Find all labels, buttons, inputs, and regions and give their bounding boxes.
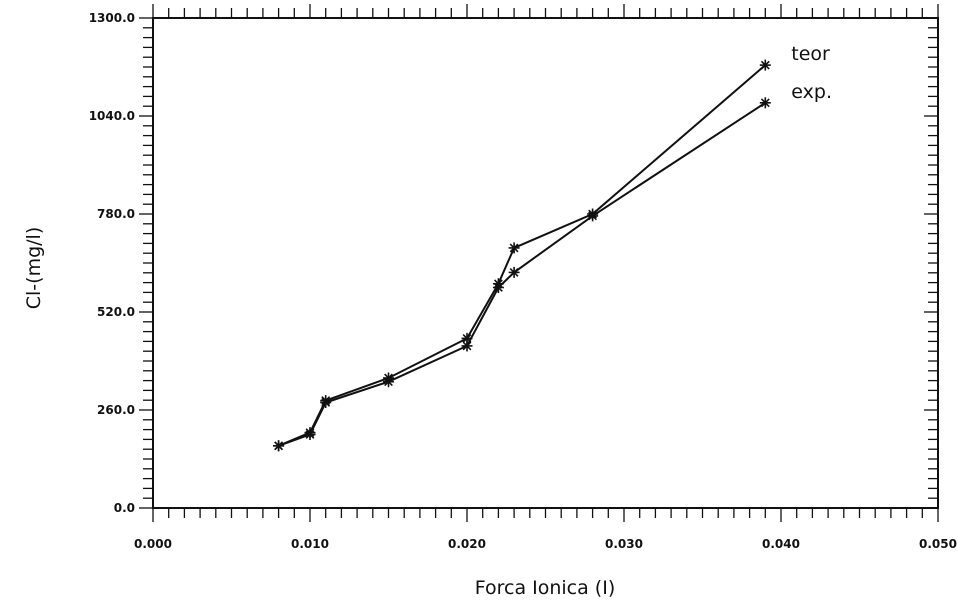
marker-stroke — [321, 398, 331, 407]
legend-label-exp: exp. — [791, 81, 832, 103]
x-tick-label: 0.040 — [762, 537, 800, 551]
data-point — [508, 242, 520, 254]
x-tick-label: 0.010 — [291, 537, 329, 551]
x-tick-label: 0.000 — [134, 537, 172, 551]
marker-stroke — [384, 377, 393, 387]
y-tick-label: 1300.0 — [89, 11, 135, 25]
data-point — [508, 266, 520, 278]
series-line-exp — [278, 101, 766, 447]
marker-stroke — [760, 98, 770, 108]
series-line-teor — [278, 64, 766, 447]
data-point — [383, 376, 394, 388]
x-axis-title: Forca Ionica (I) — [475, 577, 616, 599]
minor-ticks — [139, 4, 939, 522]
y-axis-title: Cl-(mg/l) — [23, 227, 45, 309]
y-tick-label: 1040.0 — [89, 109, 135, 123]
y-tick-label: 260.0 — [97, 403, 135, 417]
x-tick-labels: 0.000 0.010 0.020 0.030 0.040 0.050 — [134, 537, 957, 551]
marker-stroke — [305, 430, 315, 439]
marker-stroke — [509, 268, 519, 277]
y-tick-labels: 0.0 260.0 520.0 780.0 1040.0 1300.0 — [89, 11, 135, 515]
marker-stroke — [274, 441, 284, 451]
y-tick-label: 780.0 — [97, 207, 135, 221]
x-tick-label: 0.030 — [605, 537, 643, 551]
marker-stroke — [760, 60, 770, 70]
legend: teor exp. — [791, 43, 832, 103]
x-tick-label: 0.050 — [919, 537, 957, 551]
data-point — [492, 282, 504, 293]
marker-stroke — [588, 211, 598, 221]
data-point — [461, 340, 473, 352]
y-tick-label: 0.0 — [114, 501, 135, 515]
data-point — [320, 396, 332, 408]
marker-stroke — [462, 341, 472, 351]
marker-stroke — [462, 333, 472, 343]
data-point — [759, 59, 771, 71]
marker-stroke — [493, 283, 503, 292]
data-point — [304, 429, 316, 440]
data-point — [273, 440, 285, 452]
data-point — [587, 210, 599, 222]
series-markers — [273, 59, 771, 452]
series-lines — [278, 64, 766, 447]
data-point — [759, 97, 771, 109]
legend-label-teor: teor — [791, 43, 830, 65]
y-tick-label: 520.0 — [97, 305, 135, 319]
marker-stroke — [509, 243, 519, 253]
x-tick-label: 0.020 — [448, 537, 486, 551]
